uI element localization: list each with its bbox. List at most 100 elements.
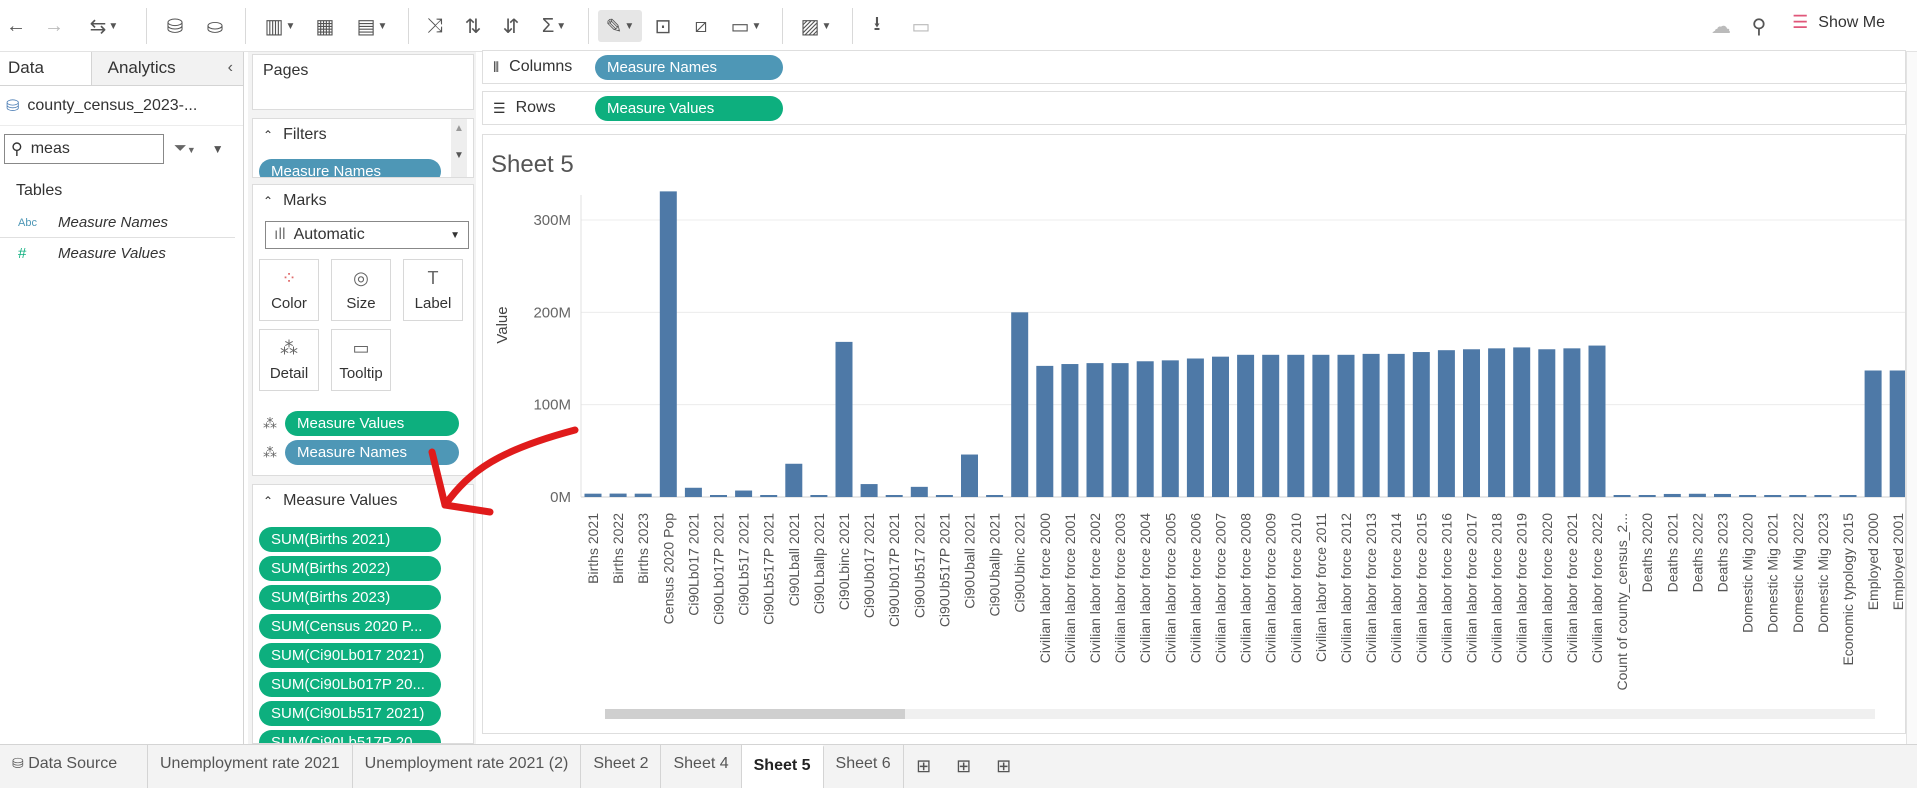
- bar: [659, 191, 677, 498]
- new-worksheet-icon[interactable]: ⊞: [916, 756, 932, 776]
- swap-rows-columns-icon[interactable]: ⤨: [427, 14, 443, 37]
- duplicate-sheet-icon[interactable]: ▦: [315, 15, 335, 38]
- x-tick-label: Civilian labor force 2012: [1338, 513, 1354, 663]
- bar: [785, 463, 803, 497]
- tab-data-source[interactable]: ⛁ Data Source: [0, 745, 148, 788]
- x-tick-label: Civilian labor force 2003: [1112, 513, 1128, 663]
- redo-icon[interactable]: →: [44, 14, 64, 37]
- bar: [986, 495, 1004, 497]
- mark-type-value: Automatic: [293, 226, 365, 243]
- tab-sheet[interactable]: Sheet 6: [824, 745, 904, 788]
- labels-icon[interactable]: ⊡: [654, 15, 672, 38]
- bar-chart: 0M 100M 200M 300M Value Births 2021 Births 202…: [494, 191, 1905, 690]
- tooltip-icon: ▭: [352, 338, 370, 358]
- string-type-icon: Abc: [18, 216, 37, 229]
- collapse-caret-icon[interactable]: ⌃: [263, 194, 274, 208]
- collapse-caret-icon[interactable]: ⌃: [263, 494, 274, 508]
- tab-sheet[interactable]: Unemployment rate 2021 (2): [353, 745, 582, 788]
- filters-scrollbar[interactable]: ▲ ▼: [451, 119, 467, 177]
- bar: [1362, 353, 1380, 497]
- marks-pill-measure-names[interactable]: Measure Names: [285, 440, 459, 465]
- x-tick-label: Civilian labor force 2002: [1087, 513, 1103, 663]
- bar: [1337, 354, 1355, 497]
- filter-pill-measure-names[interactable]: Measure Names: [259, 159, 441, 177]
- fit-icon[interactable]: ▭ ▼: [730, 15, 762, 38]
- measure-value-pill[interactable]: SUM(Ci90Lb517 2021): [259, 701, 441, 726]
- pause-datasource-icon[interactable]: ⛀: [206, 15, 224, 38]
- x-tick-label: Civilian labor force 2013: [1363, 513, 1379, 663]
- pin-icon[interactable]: ⚲: [1751, 15, 1767, 38]
- tab-sheet[interactable]: Unemployment rate 2021: [148, 745, 353, 788]
- show-me-button[interactable]: ☰ Show Me: [1792, 12, 1885, 33]
- bar: [1463, 349, 1480, 497]
- new-worksheet-icon[interactable]: ▥ ▼: [264, 15, 296, 38]
- new-story-icon[interactable]: ⊞: [996, 756, 1012, 776]
- x-tick-label: Economic typology 2015: [1840, 513, 1856, 666]
- x-tick-label: Employed 2000: [1865, 513, 1881, 611]
- scrollbar-thumb[interactable]: [605, 709, 905, 719]
- measure-value-pill[interactable]: SUM(Births 2023): [259, 585, 441, 610]
- sort-ascending-icon[interactable]: ⇅: [464, 15, 482, 38]
- horizontal-scrollbar[interactable]: [605, 709, 1875, 719]
- measure-value-pill[interactable]: SUM(Ci90Lb017 2021): [259, 643, 441, 668]
- field-measure-values[interactable]: # Measure Values: [0, 238, 243, 268]
- highlight-icon[interactable]: ✎ ▼: [598, 10, 642, 42]
- undo-icon[interactable]: ←: [6, 14, 26, 37]
- presentation-icon[interactable]: ▨ ▼: [800, 15, 832, 38]
- field-measure-names[interactable]: Abc Measure Names: [0, 208, 235, 238]
- search-input[interactable]: [30, 140, 146, 158]
- filters-card[interactable]: ⌃ Filters Measure Names ▲ ▼: [252, 118, 474, 178]
- collapse-icon[interactable]: ‹: [227, 59, 233, 76]
- download-icon[interactable]: ⭳: [873, 13, 881, 35]
- tab-sheet-active[interactable]: Sheet 5: [741, 745, 824, 788]
- bar: [1287, 354, 1305, 497]
- new-dashboard-icon[interactable]: ⊞: [956, 756, 972, 776]
- measure-value-pill[interactable]: SUM(Ci90Lb517P 20...: [259, 730, 441, 743]
- filter-icon[interactable]: ⏷▼: [174, 140, 196, 157]
- detail-button[interactable]: ⁂ Detail: [259, 329, 319, 391]
- format-icon[interactable]: ⧄: [694, 14, 708, 37]
- present-mode-icon[interactable]: ▭: [911, 15, 931, 38]
- bar: [1237, 354, 1255, 497]
- cloud-icon[interactable]: ☁: [1711, 15, 1731, 38]
- color-label: Color: [271, 295, 307, 312]
- datasource-item[interactable]: ⛁ county_census_2023-...: [0, 86, 243, 126]
- menu-dropdown-icon[interactable]: ▼: [211, 142, 224, 156]
- vertical-scrollbar[interactable]: [1906, 52, 1917, 744]
- totals-icon[interactable]: Σ ▼: [541, 14, 567, 37]
- size-button[interactable]: ◎ Size: [331, 259, 391, 321]
- columns-pill-measure-names[interactable]: Measure Names: [595, 54, 783, 80]
- clear-sheet-icon[interactable]: ▤ ▼: [356, 15, 388, 38]
- mark-type-select[interactable]: ıll Automatic ▼: [265, 221, 469, 249]
- x-tick-label: Ci90Lb017P 2021: [711, 513, 727, 625]
- sort-descending-icon[interactable]: ⇵: [502, 15, 520, 38]
- color-button[interactable]: ⁘ Color: [259, 259, 319, 321]
- bar: [1638, 495, 1656, 497]
- autoupdate-icon[interactable]: ⇆ ▼: [89, 15, 119, 38]
- tab-sheet[interactable]: Sheet 2: [581, 745, 662, 788]
- x-tick-label: Civilian labor force 2010: [1288, 513, 1304, 663]
- label-button[interactable]: T Label: [403, 259, 463, 321]
- measure-value-pill[interactable]: SUM(Births 2021): [259, 527, 441, 552]
- new-datasource-icon[interactable]: ⛁: [166, 15, 184, 38]
- tooltip-button[interactable]: ▭ Tooltip: [331, 329, 391, 391]
- pages-card[interactable]: Pages: [252, 54, 474, 110]
- size-label: Size: [346, 295, 376, 312]
- rows-pill-measure-values[interactable]: Measure Values: [595, 95, 783, 121]
- tab-analytics[interactable]: Analytics ‹: [91, 52, 243, 85]
- x-tick-label: Ci90Ub517 2021: [911, 513, 927, 618]
- bar: [1488, 348, 1506, 497]
- measure-value-pill[interactable]: SUM(Census 2020 P...: [259, 614, 441, 639]
- tab-data[interactable]: Data: [0, 52, 92, 85]
- tab-sheet[interactable]: Sheet 4: [661, 745, 742, 788]
- rows-shelf[interactable]: ☰ Rows Measure Values: [482, 91, 1906, 125]
- measure-value-pill[interactable]: SUM(Births 2022): [259, 556, 441, 581]
- marks-pill-measure-values[interactable]: Measure Values: [285, 411, 459, 436]
- search-icon: ⚲: [11, 141, 23, 158]
- columns-shelf[interactable]: ⦀ Columns Measure Names: [482, 50, 1906, 84]
- search-field[interactable]: ⚲: [4, 134, 164, 164]
- measure-value-pill[interactable]: SUM(Ci90Lb017P 20...: [259, 672, 441, 697]
- x-tick-label: Domestic Mig 2021: [1765, 513, 1781, 633]
- x-tick-label: Civilian labor force 2005: [1162, 513, 1178, 663]
- collapse-caret-icon[interactable]: ⌃: [263, 128, 274, 142]
